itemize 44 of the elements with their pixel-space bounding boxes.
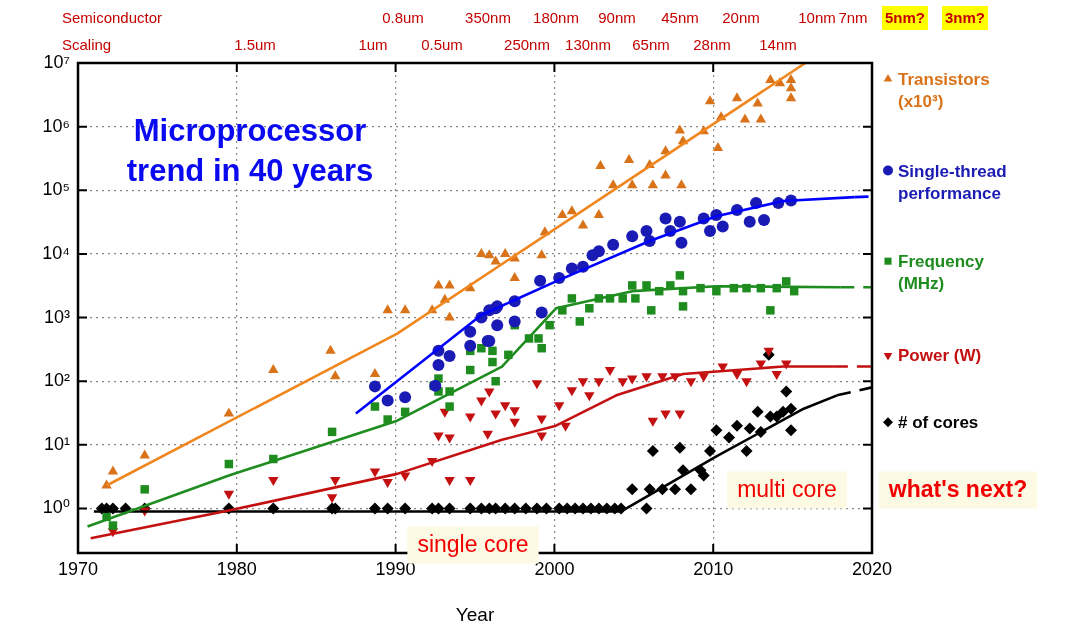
legend-label: Power (W)	[898, 346, 982, 366]
text: 45nm	[661, 9, 699, 27]
annotation: single core	[417, 531, 529, 558]
x-tick-label: 2000	[534, 558, 575, 579]
y-tick-label: 10⁴	[42, 242, 70, 263]
x-tick-label: 2020	[851, 558, 893, 579]
text: 28nm	[693, 36, 731, 54]
text: 7nm	[838, 9, 868, 27]
x-tick-label: 1970	[57, 558, 99, 579]
y-tick-label: 10⁵	[42, 179, 70, 200]
text: 0.8um	[382, 9, 424, 27]
x-axis-title: Year	[455, 603, 495, 625]
text: 5nm?	[884, 9, 926, 27]
y-tick-label: 10⁶	[42, 115, 70, 136]
y-tick-label: 10⁰	[42, 497, 70, 518]
text: 10nm	[798, 9, 836, 27]
legend-label: Transistors (x10³)	[898, 70, 990, 111]
text: 350nm	[465, 9, 511, 27]
legend-label: Frequency (MHz)	[898, 252, 985, 294]
x-tick-label: 2010	[693, 558, 734, 579]
text: 130nm	[565, 36, 611, 54]
text: 20nm	[722, 9, 760, 27]
text: Microprocessor trend in 40 years	[126, 113, 374, 188]
y-tick-label: 10³	[43, 306, 71, 327]
y-tick-label: 10⁷	[43, 51, 70, 72]
text: Semiconductor	[62, 9, 163, 27]
annotation: multi core	[737, 476, 837, 503]
text: 180nm	[533, 9, 579, 27]
text: 65nm	[632, 36, 670, 54]
legend-label: Single-thread performance	[898, 161, 1007, 203]
text: what's next?	[887, 476, 1028, 503]
text: 1um	[358, 36, 388, 54]
text: Scaling	[62, 36, 112, 54]
y-tick-label: 10¹	[43, 433, 71, 454]
text: 250nm	[504, 36, 550, 54]
text: 3nm?	[944, 9, 986, 27]
text: 14nm	[759, 36, 797, 54]
text: 1.5um	[234, 36, 276, 54]
x-tick-label: 1980	[216, 558, 257, 579]
text: 0.5um	[421, 36, 463, 54]
x-tick-label: 1990	[375, 558, 416, 579]
y-tick-label: 10²	[43, 370, 71, 391]
text: 90nm	[598, 9, 636, 27]
legend-label: # of cores	[898, 413, 979, 433]
